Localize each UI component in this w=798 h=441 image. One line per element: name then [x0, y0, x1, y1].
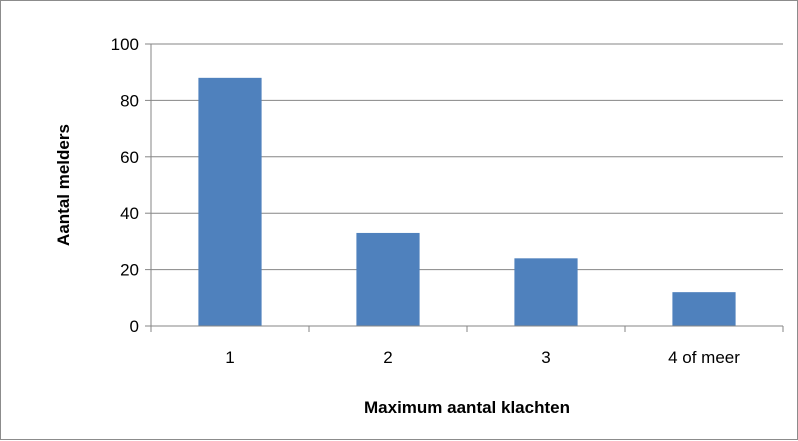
y-tick-label: 80 — [120, 91, 139, 110]
bars — [198, 77, 736, 326]
x-tick-label: 2 — [383, 348, 392, 367]
y-tick-label: 60 — [120, 148, 139, 167]
y-tick-label: 0 — [130, 317, 139, 336]
y-tick-labels: 0 20 40 60 80 100 — [111, 35, 139, 336]
x-tick-label: 3 — [541, 348, 550, 367]
bar-1 — [198, 77, 262, 326]
x-axis-title: Maximum aantal klachten — [364, 398, 570, 417]
bar-3 — [514, 258, 578, 326]
axes — [145, 43, 784, 332]
bar-2 — [356, 232, 420, 326]
x-tick-labels: 1 2 3 4 of meer — [225, 348, 740, 367]
bar-4 — [672, 292, 736, 326]
y-tick-label: 40 — [120, 204, 139, 223]
y-tick-label: 20 — [120, 261, 139, 280]
x-tick-label: 4 of meer — [668, 348, 740, 367]
x-tick-label: 1 — [225, 348, 234, 367]
y-axis-title: Aantal melders — [54, 124, 73, 246]
y-tick-label: 100 — [111, 35, 139, 54]
